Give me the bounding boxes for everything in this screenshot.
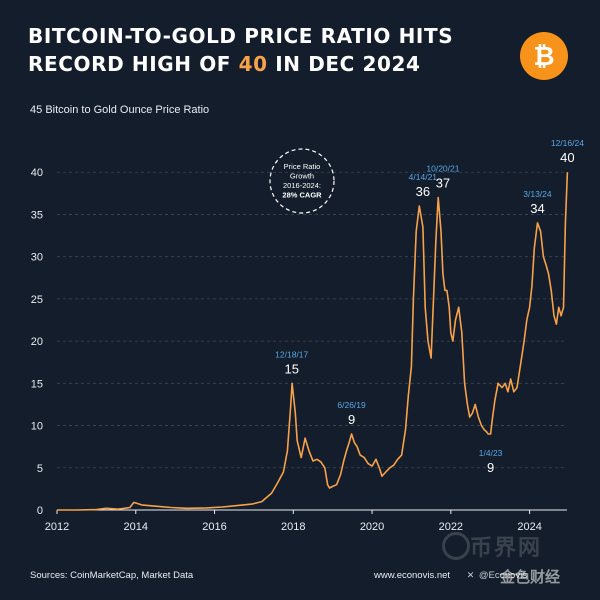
y-tick-label: 0: [37, 505, 43, 517]
chart-title-text: Bitcoin to Gold Ounce Price Ratio: [45, 104, 210, 116]
y-axis-top-label: 45: [30, 104, 43, 116]
headline-line-1: BITCOIN-TO-GOLD PRICE RATIO HITS: [28, 24, 454, 48]
x-tick-label: 2018: [281, 521, 305, 533]
headline-line-2: RECORD HIGH OF 40 IN DEC 2024: [28, 50, 488, 78]
annotation-value: 37: [436, 176, 450, 191]
annotation-value: 9: [348, 412, 355, 427]
social-handle[interactable]: @Econovis: [478, 570, 528, 581]
annotation-value: 15: [284, 361, 298, 376]
x-tick-label: 2012: [45, 521, 69, 533]
ratio-series-line: [57, 172, 569, 511]
y-tick-label: 30: [31, 252, 43, 264]
bitcoin-icon: ₿: [520, 32, 568, 80]
annotation-value: 34: [530, 201, 544, 216]
annotation-value: 36: [416, 184, 430, 199]
y-tick-label: 35: [31, 209, 43, 221]
annotation-date: 4/14/21: [409, 172, 438, 182]
annotation-value: 9: [487, 460, 494, 475]
cagr-callout-text: Price Ratio: [284, 162, 321, 171]
bitcoin-icon-glyph: ₿: [533, 42, 554, 72]
x-tick-label: 2024: [517, 521, 541, 533]
annotation-date: 12/16/24: [551, 138, 584, 148]
headline: BITCOIN-TO-GOLD PRICE RATIO HITS RECORD …: [28, 22, 488, 78]
y-tick-label: 15: [31, 378, 43, 390]
x-icon: ✕: [466, 570, 475, 580]
watermark-logo: [442, 532, 470, 560]
y-tick-label: 10: [31, 421, 43, 433]
website-link[interactable]: www.econovis.net: [374, 570, 451, 581]
annotation-date: 10/20/21: [426, 164, 459, 174]
headline-line-2-post: IN DEC 2024: [267, 52, 421, 76]
cagr-callout-text: Growth: [290, 172, 314, 181]
cagr-callout-circle: [269, 148, 335, 214]
annotation-date: 12/18/17: [275, 349, 308, 359]
cagr-callout-text: 2016-2024:: [283, 181, 321, 190]
annotation-value: 40: [560, 150, 574, 165]
cagr-callout-text: 28% CAGR: [282, 191, 322, 200]
x-tick-label: 2020: [360, 521, 384, 533]
headline-highlight-value: 40: [238, 52, 268, 76]
footer-credits: www.econovis.net ✕ @Econovis: [374, 570, 527, 581]
x-tick-label: 2014: [124, 521, 148, 533]
x-tick-label: 2022: [439, 521, 463, 533]
annotation-date: 1/4/23: [479, 448, 503, 458]
y-tick-label: 25: [31, 294, 43, 306]
headline-line-2-pre: RECORD HIGH OF: [28, 52, 239, 76]
y-tick-label: 5: [37, 463, 43, 475]
y-tick-label: 40: [31, 167, 43, 179]
annotation-date: 3/13/24: [523, 189, 552, 199]
annotation-date: 6/26/19: [337, 400, 366, 410]
chart-title: 45 Bitcoin to Gold Ounce Price Ratio: [30, 104, 209, 116]
y-tick-label: 20: [31, 336, 43, 348]
sources-note: Sources: CoinMarketCap, Market Data: [30, 570, 194, 581]
x-tick-label: 2016: [202, 521, 226, 533]
